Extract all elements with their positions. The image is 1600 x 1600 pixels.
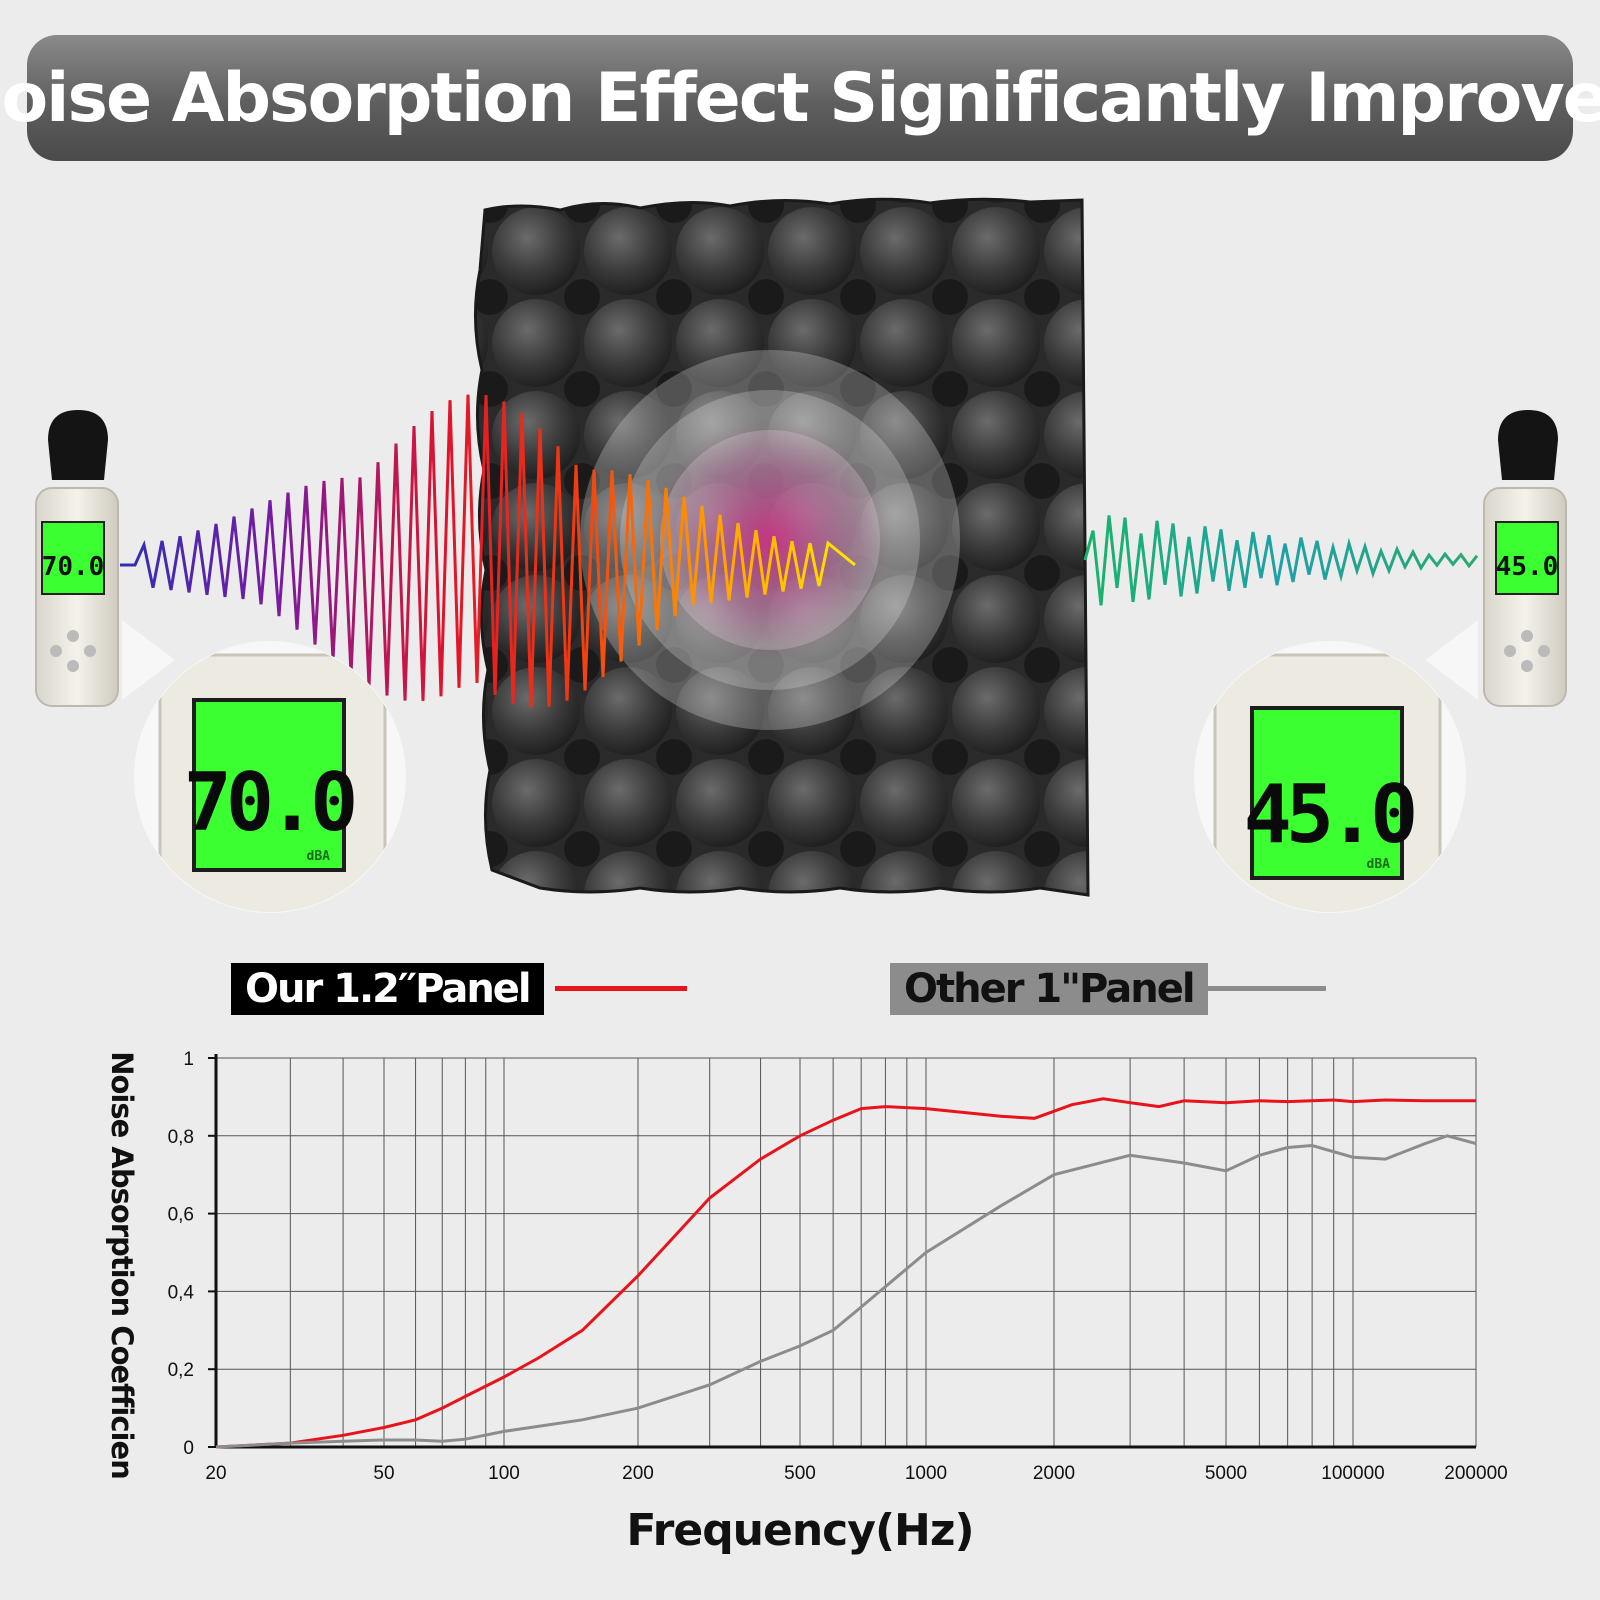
x-tick-label: 200 [622, 1463, 654, 1484]
x-tick-label: 1000 [905, 1463, 947, 1484]
sound-wave-outgoing [1083, 515, 1479, 606]
y-tick-label: 1 [183, 1049, 194, 1070]
meter-unit-right: dBA [1367, 857, 1391, 872]
meter-unit-left: dBA [307, 849, 331, 864]
legend-label-other: Other 1"Panel [904, 966, 1196, 1012]
sound-rings [580, 350, 960, 730]
meter-zoom-right: 45.0 dBA [1194, 641, 1466, 913]
x-tick-label: 2000 [1033, 1463, 1075, 1484]
y-tick-label: 0,4 [168, 1282, 195, 1303]
y-tick-label: 0 [183, 1438, 194, 1459]
sound-wave-incoming [120, 394, 856, 708]
x-tick-label: 200000 [1444, 1463, 1507, 1484]
callout-pointer-right [1425, 620, 1478, 700]
x-tick-label: 5000 [1205, 1463, 1247, 1484]
y-tick-label: 0,2 [168, 1360, 194, 1381]
x-axis-title: Frequency(Hz) [626, 1505, 974, 1556]
page-title: Noise Absorption Effect Significantly Im… [0, 58, 1600, 138]
y-tick-labels: 0 0,2 0,4 0,6 0,8 1 [168, 1049, 216, 1459]
x-tick-label: 100000 [1321, 1463, 1384, 1484]
y-tick-label: 0,8 [168, 1127, 194, 1148]
sound-meter-right: 45.0 [1483, 410, 1567, 707]
title-banner: Noise Absorption Effect Significantly Im… [0, 35, 1600, 161]
legend-label-ours: Our 1.2′′Panel [245, 966, 532, 1012]
sound-meter-left: 70.0 [35, 410, 119, 707]
legend-ours: Our 1.2′′Panel [231, 963, 544, 1015]
absorption-chart: 0 0,2 0,4 0,6 0,8 1 20 50 100 200 500 1000 2000 5000… [168, 1049, 1508, 1484]
product-illustration: 70.0 45.0 70.0 dBA 45.0 dBA [35, 197, 1567, 913]
x-tick-label: 500 [784, 1463, 816, 1484]
legend-other: Other 1"Panel [890, 963, 1208, 1015]
x-tick-label: 20 [205, 1463, 226, 1484]
chart-axes [214, 1054, 1476, 1449]
y-tick-label: 0,6 [168, 1205, 194, 1226]
microphone-windscreen-icon [48, 410, 108, 480]
meter-reading-small-right: 45.0 [1496, 552, 1559, 582]
x-tick-label: 100 [488, 1463, 520, 1484]
x-tick-label: 50 [373, 1463, 394, 1484]
vertical-gridlines [289, 1058, 1477, 1447]
legend-swatch-other [1203, 986, 1326, 991]
series-line-ours [215, 1097, 1476, 1449]
x-tick-labels: 20 50 100 200 500 1000 2000 5000 100000 200000 [205, 1463, 1507, 1484]
meter-reading-large-left: 70.0 [184, 756, 354, 849]
microphone-windscreen-icon [1498, 410, 1558, 480]
meter-reading-small-left: 70.0 [42, 552, 105, 582]
callout-pointer-left [122, 620, 175, 700]
horizontal-gridlines [216, 1057, 1476, 1370]
meter-reading-large-right: 45.0 [1244, 768, 1414, 861]
meter-zoom-left: 70.0 dBA [134, 641, 406, 913]
legend-swatch-ours [555, 986, 687, 991]
series-line-other [215, 1134, 1477, 1449]
